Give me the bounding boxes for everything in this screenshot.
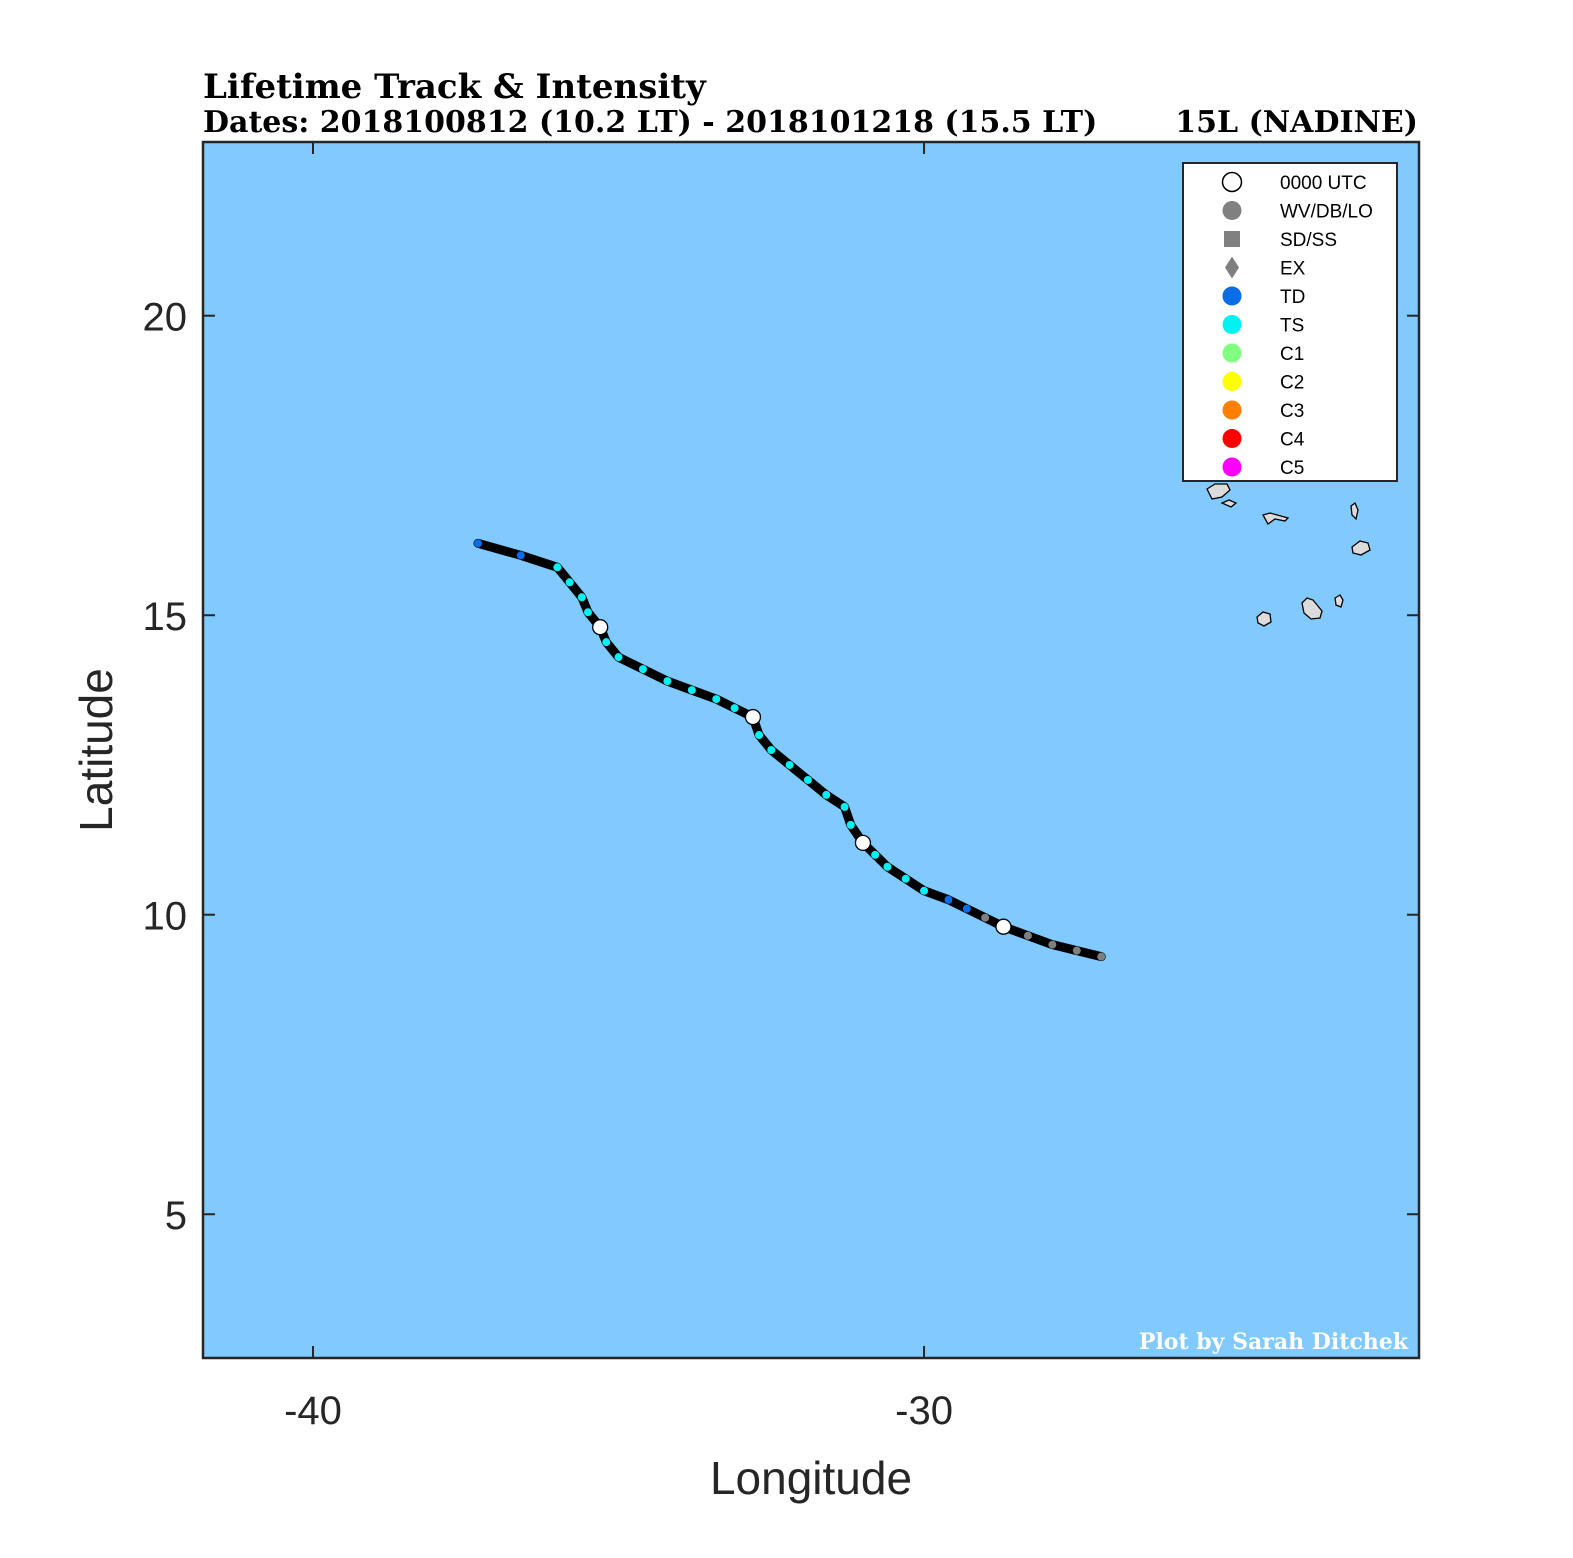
track-point-lo	[1072, 946, 1081, 955]
legend-box	[1182, 162, 1398, 482]
y-tick-label: 5	[165, 1194, 187, 1238]
track-point-ts	[871, 850, 880, 859]
track-point-ts	[730, 704, 739, 713]
track-point-lo	[1048, 940, 1057, 949]
track-point-ts	[583, 608, 592, 617]
track-point-ts	[553, 563, 562, 572]
track-point-ts	[803, 775, 812, 784]
track-point-0000utc	[854, 834, 872, 851]
track-point-td	[473, 539, 482, 548]
legend-marker-c3	[1222, 400, 1242, 420]
legend-marker-sd-ss	[1224, 231, 1240, 247]
legend-label: 0000 UTC	[1280, 173, 1367, 194]
legend-marker-c5	[1222, 457, 1242, 477]
island-boa-vista	[1351, 540, 1371, 556]
cape-verde-islands	[1206, 483, 1371, 627]
track-point-ts	[663, 677, 672, 686]
legend-marker-ts	[1222, 315, 1242, 334]
date-range-subtitle: Dates: 2018100812 (10.2 LT) - 2018101218…	[203, 105, 1097, 140]
island-sao-nicolau	[1262, 512, 1290, 525]
x-tick-label: -40	[284, 1389, 342, 1433]
track-point-ts	[602, 638, 611, 647]
track-point-td	[944, 895, 953, 904]
legend-marker-wv-db-lo	[1222, 201, 1242, 220]
track-point-ts	[755, 731, 764, 740]
legend-label: C4	[1280, 430, 1305, 451]
track-point-ts	[577, 593, 586, 602]
legend-marker-0000-utc	[1221, 171, 1243, 193]
track-point-ts	[614, 653, 623, 662]
track-point-ts	[883, 862, 892, 871]
track-point-ts	[822, 790, 831, 799]
legend-label: C1	[1280, 344, 1304, 365]
island-sao-vicente	[1220, 499, 1238, 508]
track-point-lo	[981, 913, 990, 922]
legend-label: C5	[1280, 458, 1304, 479]
legend-label: TD	[1280, 287, 1305, 308]
axis-ticks: -40 -30 20 15 10 5	[143, 142, 1419, 1433]
track-point-ts	[920, 886, 929, 895]
legend-label: TS	[1280, 316, 1304, 337]
map-title: Lifetime Track & Intensity	[203, 67, 707, 107]
track-point-lo	[1097, 952, 1106, 961]
legend-marker-td	[1222, 286, 1242, 306]
plot-credit: Plot by Sarah Ditchek	[1139, 1329, 1409, 1355]
track-point-ts	[840, 802, 849, 811]
legend-label: SD/SS	[1280, 230, 1337, 251]
track-point-ts	[846, 820, 855, 829]
island-santo-antao	[1206, 483, 1231, 500]
legend-label: C3	[1280, 401, 1304, 422]
legend-label: WV/DB/LO	[1280, 202, 1373, 223]
track-point-0000utc	[995, 918, 1012, 935]
island-santiago	[1301, 597, 1323, 620]
track-point-ts	[767, 746, 776, 754]
y-tick-label: 10	[143, 895, 188, 939]
track-point-ts	[687, 686, 696, 695]
storm-track	[473, 538, 1106, 962]
legend: 0000 UTC WV/DB/LO SD/SS EX TD TS C1 C2 C3 C4 C5	[1182, 162, 1398, 482]
storm-name: 15L (NADINE)	[1175, 105, 1418, 140]
legend-marker-c4	[1222, 429, 1242, 448]
track-point-ts	[712, 695, 721, 704]
y-tick-label: 20	[143, 296, 188, 340]
island-fogo	[1256, 611, 1272, 627]
track-point-0000utc	[744, 708, 762, 726]
y-axis-label: Latitude	[70, 668, 122, 832]
track-point-lo	[1023, 931, 1032, 940]
legend-marker-ex	[1225, 256, 1239, 279]
track-point-ts	[565, 578, 574, 587]
track-point-0000utc	[592, 619, 609, 636]
x-tick-label: -30	[895, 1389, 953, 1433]
track-point-ts	[785, 760, 794, 769]
island-maio	[1334, 594, 1344, 608]
legend-label: EX	[1280, 259, 1306, 280]
track-point-ts	[638, 665, 647, 674]
legend-marker-c2	[1222, 372, 1242, 391]
y-tick-label: 15	[143, 595, 188, 639]
track-point-ts	[901, 874, 910, 883]
legend-marker-c1	[1222, 343, 1242, 363]
track-point-td	[962, 904, 971, 913]
plot-frame	[201, 140, 1421, 1360]
x-axis-label: Longitude	[710, 1452, 912, 1504]
legend-label: C2	[1280, 373, 1304, 394]
island-sal	[1350, 501, 1359, 521]
track-point-td	[516, 551, 525, 560]
